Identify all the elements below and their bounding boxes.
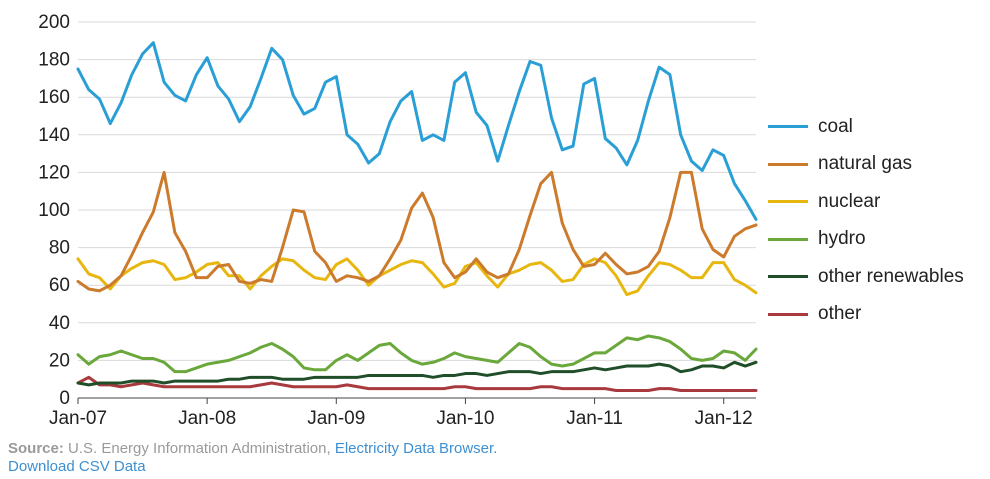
x-tick-label: Jan-11	[566, 408, 623, 429]
electricity-data-browser-link[interactable]: Electricity Data Browser.	[334, 440, 498, 457]
source-footer: Source: U.S. Energy Information Administ…	[8, 440, 497, 476]
series-lines	[76, 41, 758, 392]
legend-label: other	[818, 303, 862, 325]
legend-swatch-nuclear	[768, 200, 808, 204]
legend-label: nuclear	[818, 190, 881, 212]
legend-item-nuclear: nuclear	[768, 183, 964, 221]
y-tick-label: 140	[38, 125, 70, 146]
legend-item-coal: coal	[768, 108, 964, 146]
series-line-hydro	[76, 334, 758, 374]
x-tick-label: Jan-08	[178, 408, 236, 429]
download-csv-link[interactable]: Download CSV Data	[8, 458, 146, 475]
legend-swatch-coal	[768, 125, 808, 129]
y-tick-label: 20	[49, 350, 70, 371]
x-tick-label: Jan-09	[307, 408, 365, 429]
series-line-coal	[76, 41, 758, 221]
y-tick-label: 0	[59, 388, 70, 409]
y-tick-label: 60	[49, 275, 70, 296]
source-text: U.S. Energy Information Administration,	[63, 440, 335, 457]
y-axis-tick-labels: 0 20 40 60 80 100 120 140 160 180 200	[38, 12, 70, 409]
y-tick-label: 80	[49, 238, 70, 259]
source-line: Source: U.S. Energy Information Administ…	[8, 440, 497, 458]
legend-label: other renewables	[818, 265, 964, 287]
y-tick-label: 200	[38, 12, 70, 33]
legend-swatch-other	[768, 312, 808, 316]
series-line-other	[76, 375, 758, 392]
y-tick-label: 180	[38, 50, 70, 71]
y-tick-label: 100	[38, 200, 70, 221]
legend-label: coal	[818, 115, 853, 137]
y-tick-label: 40	[49, 313, 70, 334]
axes	[77, 397, 756, 404]
series-line-nuclear	[76, 257, 758, 297]
legend-swatch-hydro	[768, 237, 808, 241]
legend-item-hydro: hydro	[768, 221, 964, 259]
legend-label: natural gas	[818, 153, 913, 175]
legend-label: hydro	[818, 228, 866, 250]
chart: 0 20 40 60 80 100 120 140 160 180 200 Jan-07 Jan-08…	[38, 12, 758, 429]
legend-item-other-renewables: other renewables	[768, 258, 964, 296]
legend: coal natural gas nuclear hydro other ren…	[768, 108, 964, 333]
series-line-natural-gas	[76, 170, 758, 293]
x-tick-label: Jan-12	[695, 408, 753, 429]
x-axis-tick-labels: Jan-07 Jan-08 Jan-09 Jan-10 Jan-11 Jan-12	[49, 408, 753, 429]
y-tick-label: 160	[38, 87, 70, 108]
gridlines	[78, 21, 756, 361]
legend-item-natural-gas: natural gas	[768, 146, 964, 184]
source-label: Source:	[8, 440, 64, 457]
legend-item-other: other	[768, 296, 964, 334]
legend-swatch-natural-gas	[768, 162, 808, 166]
x-tick-label: Jan-10	[436, 408, 494, 429]
series-line-other-renewables	[76, 360, 758, 387]
y-tick-label: 120	[38, 162, 70, 183]
x-tick-label: Jan-07	[49, 408, 107, 429]
legend-swatch-other-renewables	[768, 275, 808, 279]
